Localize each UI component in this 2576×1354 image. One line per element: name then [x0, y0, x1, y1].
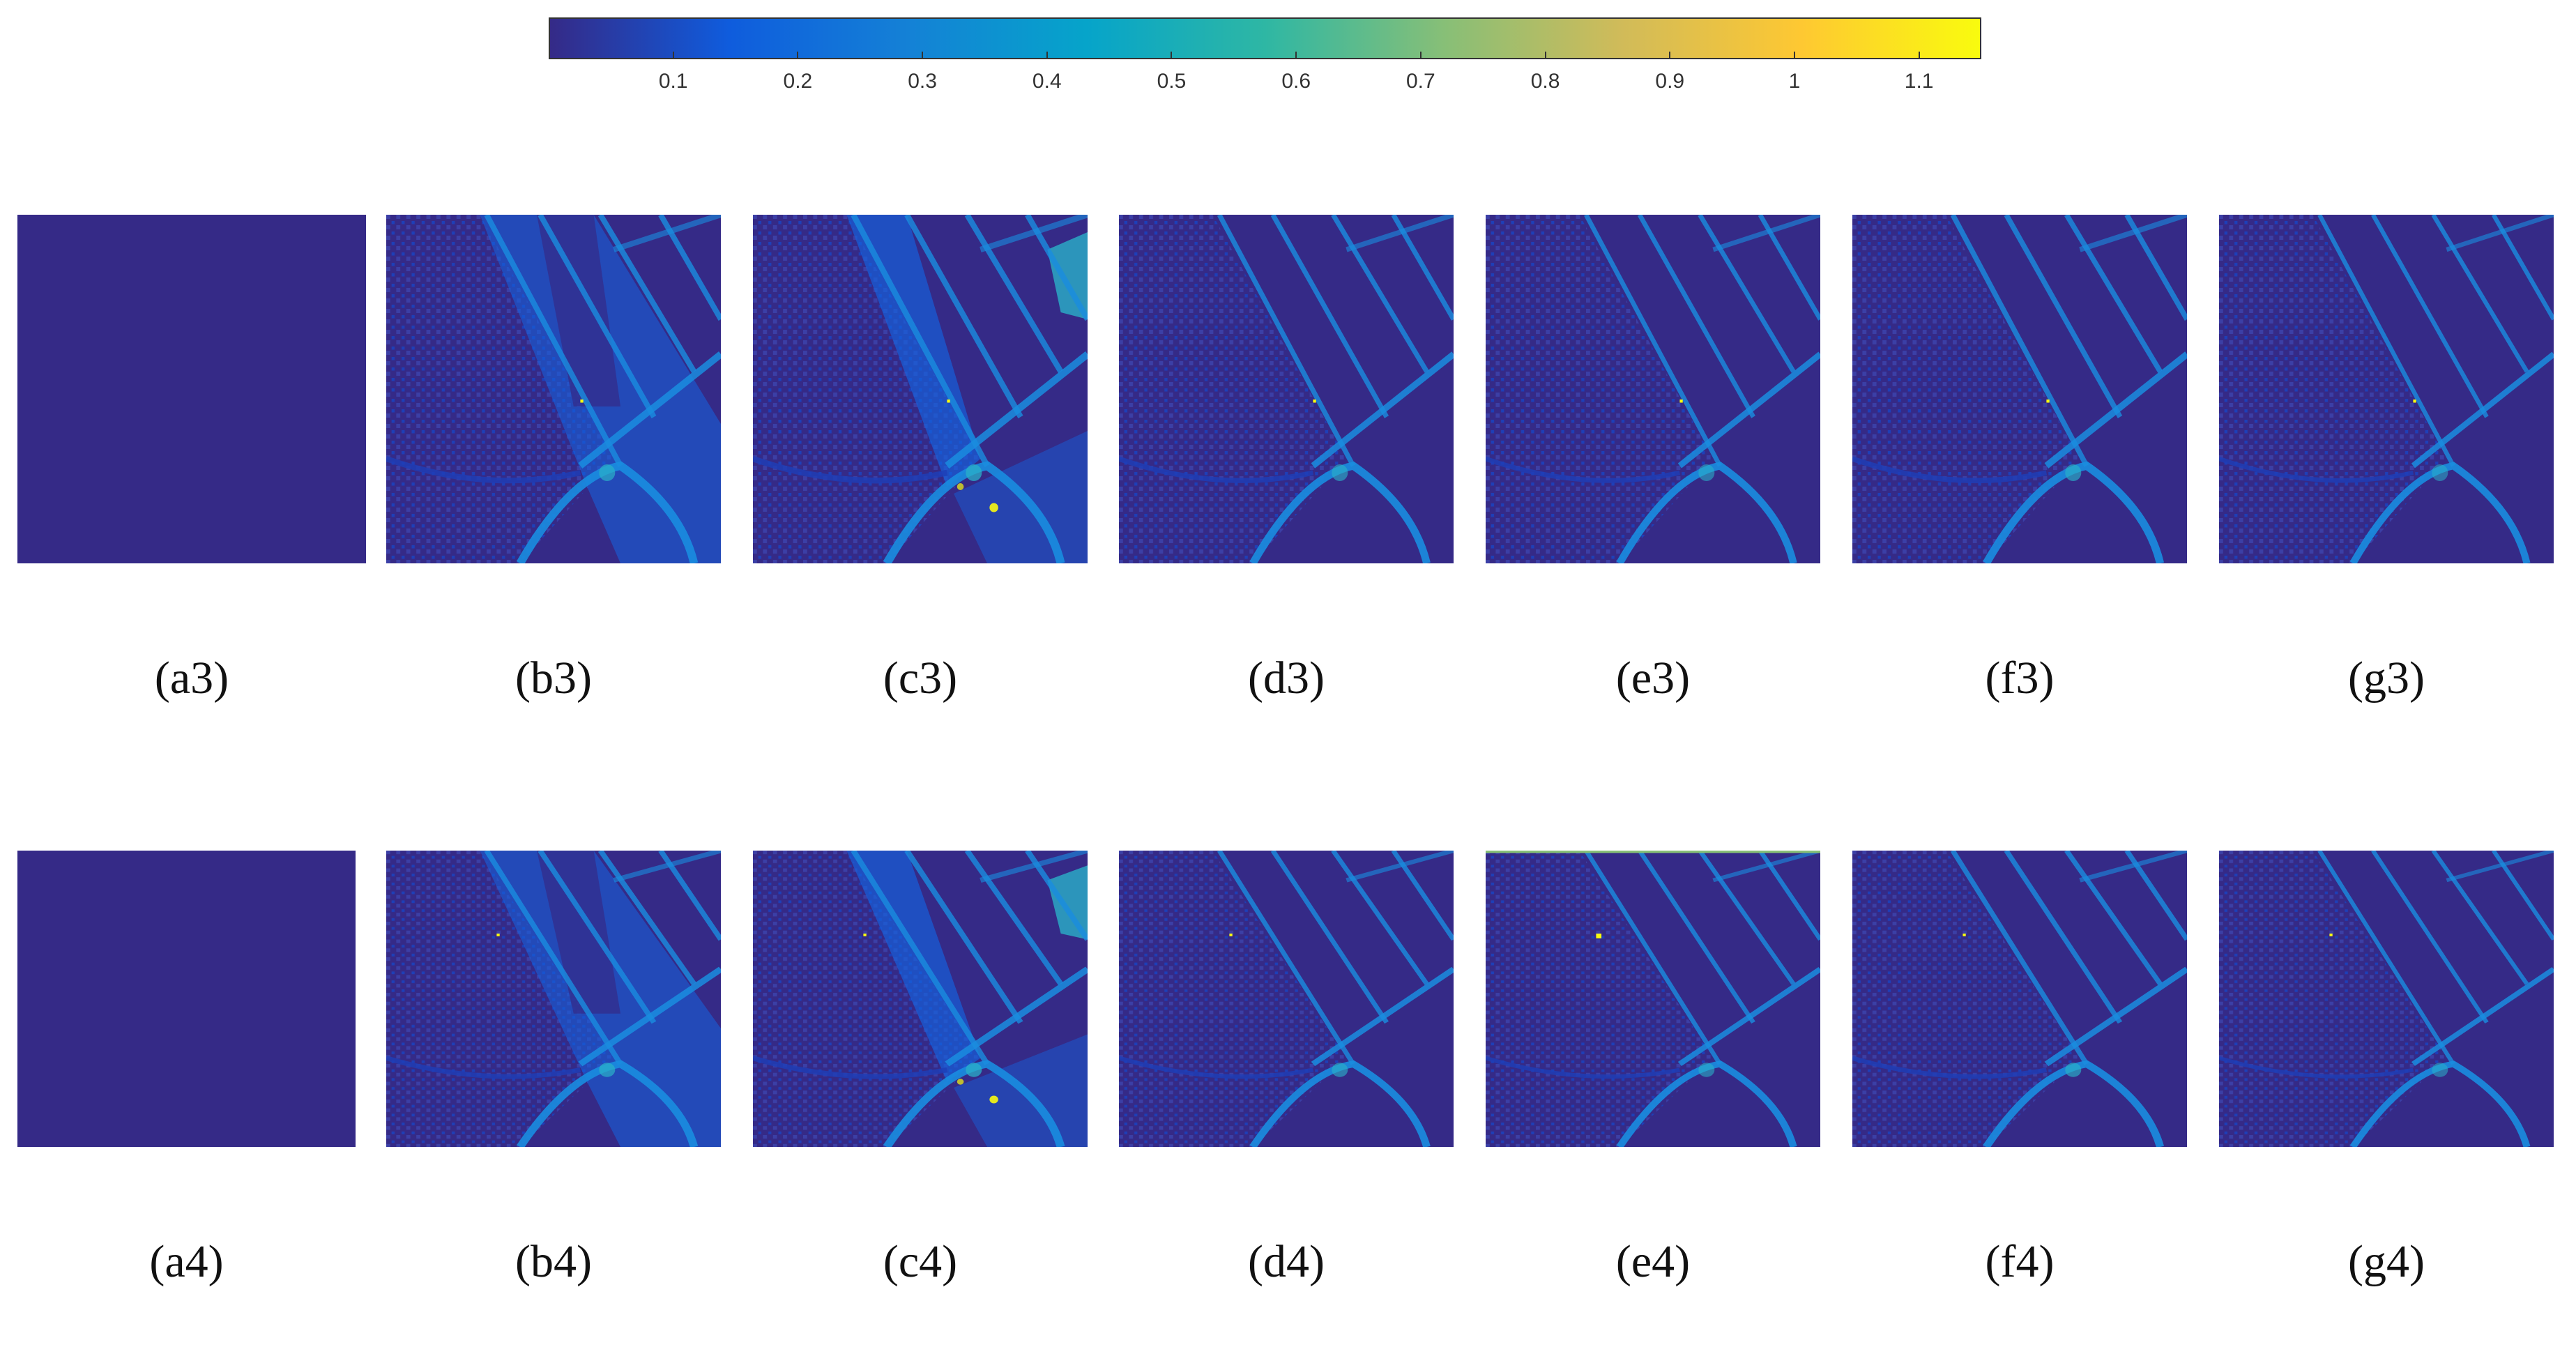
- panel-label: (c4): [883, 1236, 958, 1287]
- heatmap-panel-a3: [17, 215, 366, 563]
- heatmap-panel-e4: [1486, 851, 1820, 1147]
- colorbar-tick-mark: [1544, 52, 1546, 59]
- colorbar-tick-label: 0.3: [908, 70, 937, 93]
- colorbar-tick-label: 1: [1788, 70, 1801, 93]
- panel-label: (d4): [1248, 1236, 1325, 1287]
- heatmap-panel-b4: [386, 851, 721, 1147]
- heatmap-panel-b3: [386, 215, 721, 563]
- panel-label: (b3): [515, 653, 592, 703]
- panel-label: (b4): [515, 1236, 592, 1287]
- colorbar-tick-label: 0.6: [1281, 70, 1311, 93]
- heatmap-panel-f3: [1852, 215, 2187, 563]
- colorbar-tick-mark: [922, 52, 924, 59]
- panel-label: (f3): [1985, 653, 2055, 703]
- heatmap-panel-c3: [753, 215, 1088, 563]
- panel-label: (f4): [1985, 1236, 2055, 1287]
- colorbar-tick-label: 0.2: [783, 70, 813, 93]
- colorbar-tick-label: 0.1: [658, 70, 688, 93]
- colorbar-tick-mark: [1046, 52, 1048, 59]
- heatmap-panel-c4: [753, 851, 1088, 1147]
- colorbar-tick-label: 1.1: [1904, 70, 1934, 93]
- colorbar-tick-mark: [1419, 52, 1422, 59]
- colorbar: [549, 17, 1981, 59]
- colorbar-tick-mark: [1171, 52, 1173, 59]
- heatmap-panel-a4: [17, 851, 356, 1147]
- colorbar-tick-label: 0.9: [1655, 70, 1685, 93]
- colorbar-tick-label: 0.7: [1406, 70, 1435, 93]
- panel-label: (e4): [1615, 1236, 1691, 1287]
- colorbar-container: 0.1 0.2 0.3 0.4 0.5 0.6 0.7 0.8 0.9 1 1.1: [0, 0, 2576, 105]
- panel-label: (d3): [1248, 653, 1325, 703]
- heatmap-panel-g4: [2219, 851, 2554, 1147]
- heatmap-panel-f4: [1852, 851, 2187, 1147]
- panel-label: (c3): [883, 653, 958, 703]
- panel-label: (g3): [2348, 653, 2425, 703]
- panel-label: (g4): [2348, 1236, 2425, 1287]
- colorbar-tick-mark: [1918, 52, 1920, 59]
- colorbar-tick-mark: [1669, 52, 1671, 59]
- heatmap-panel-e3: [1486, 215, 1820, 563]
- heatmap-panel-d4: [1119, 851, 1454, 1147]
- panel-label: (a4): [149, 1236, 224, 1287]
- panel-label: (a3): [154, 653, 229, 703]
- heatmap-panel-g3: [2219, 215, 2554, 563]
- colorbar-tick-mark: [672, 52, 674, 59]
- colorbar-tick-mark: [1295, 52, 1297, 59]
- colorbar-tick-mark: [797, 52, 799, 59]
- colorbar-tick-label: 0.8: [1530, 70, 1560, 93]
- colorbar-tick-label: 0.4: [1032, 70, 1062, 93]
- colorbar-tick-mark: [1793, 52, 1795, 59]
- colorbar-tick-label: 0.5: [1157, 70, 1187, 93]
- panel-label: (e3): [1615, 653, 1691, 703]
- heatmap-panel-d3: [1119, 215, 1454, 563]
